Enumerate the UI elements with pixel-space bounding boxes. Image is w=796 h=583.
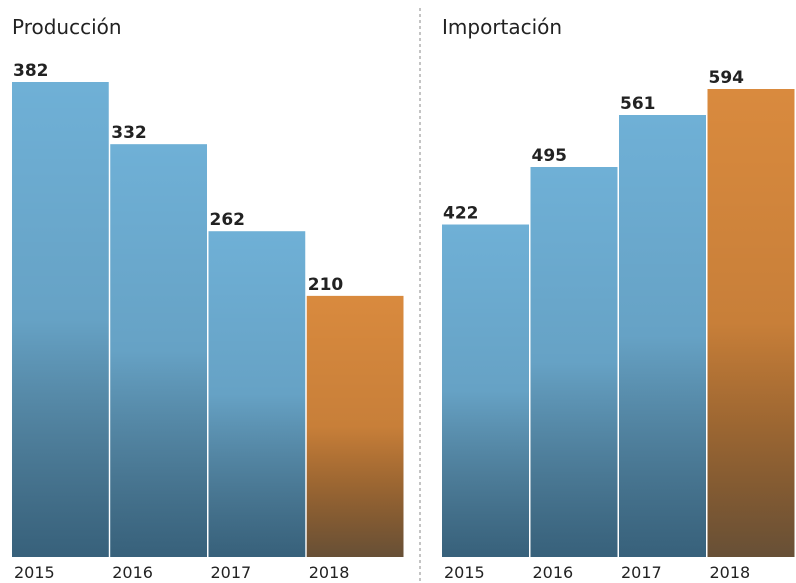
- x-tick-label: 2017: [211, 563, 252, 582]
- x-tick-label: 2018: [309, 563, 350, 582]
- value-label: 262: [210, 210, 246, 230]
- x-tick-label: 2018: [710, 563, 751, 582]
- value-label: 495: [532, 146, 568, 166]
- x-tick-label: 2016: [112, 563, 153, 582]
- value-label: 422: [443, 204, 479, 224]
- bar-shade: [442, 225, 529, 557]
- bar-shade: [619, 115, 706, 557]
- x-tick-label: 2015: [14, 563, 55, 582]
- value-label: 332: [111, 123, 147, 143]
- chart: Producción Importación 382 2015 332 2016 262…: [0, 0, 796, 583]
- bar-shade: [209, 231, 306, 557]
- x-tick-label: 2016: [533, 563, 574, 582]
- bar-shade: [708, 89, 795, 557]
- bar-shade: [110, 144, 207, 557]
- chart-title: Producción: [12, 15, 122, 39]
- value-label: 561: [620, 94, 656, 114]
- chart-title: Importación: [442, 15, 562, 39]
- x-tick-label: 2017: [621, 563, 662, 582]
- bar-shade: [12, 82, 109, 557]
- value-label: 594: [709, 68, 745, 88]
- bar-shade: [531, 167, 618, 557]
- value-label: 382: [13, 61, 49, 81]
- bar-shade: [307, 296, 404, 557]
- x-tick-label: 2015: [444, 563, 485, 582]
- value-label: 210: [308, 275, 344, 295]
